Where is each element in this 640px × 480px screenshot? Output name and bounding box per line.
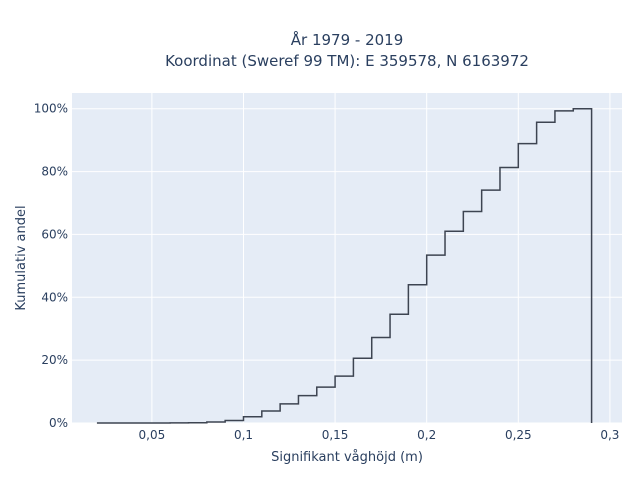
x-tick-label: 0,3 — [600, 428, 619, 442]
cdf-step-line — [96, 107, 593, 424]
x-tick-label: 0,15 — [322, 428, 349, 442]
y-tick-label: 20% — [41, 353, 68, 367]
x-axis-label: Signifikant våghöjd (m) — [271, 450, 423, 465]
y-tick-label: 40% — [41, 290, 68, 304]
chart-title-line2: Koordinat (Sweref 99 TM): E 359578, N 61… — [165, 52, 529, 70]
y-tick-label: 60% — [41, 227, 68, 241]
y-axis-label: Kumulativ andel — [14, 205, 29, 310]
x-tick-label: 0,2 — [417, 428, 436, 442]
x-tick-label: 0,1 — [234, 428, 253, 442]
y-tick-label: 80% — [41, 165, 68, 179]
plot-area — [72, 93, 622, 423]
x-tick-label: 0,25 — [505, 428, 532, 442]
y-tick-label: 100% — [34, 102, 68, 116]
chart-title-line1: År 1979 - 2019 — [291, 30, 404, 49]
tick-labels: 0,05 0,1 0,15 0,2 0,25 0,3 0% 20% 40% 60% 80% 100% — [34, 102, 620, 442]
x-tick-label: 0,05 — [139, 428, 166, 442]
y-tick-label: 0% — [49, 416, 68, 430]
